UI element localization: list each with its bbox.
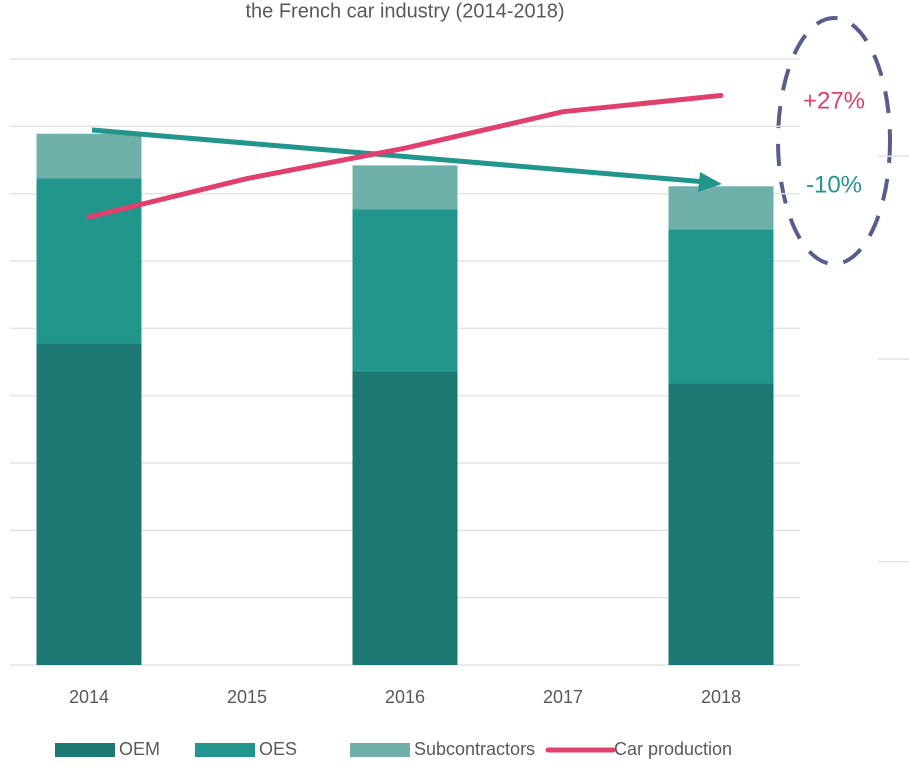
legend-swatch — [55, 743, 115, 757]
legend-label: OEM — [119, 739, 160, 759]
legend-label: Subcontractors — [414, 739, 535, 759]
x-tick-label: 2015 — [227, 687, 267, 707]
bar-segment — [36, 133, 142, 179]
bar-segment — [352, 165, 458, 210]
line-series — [86, 92, 724, 220]
bar-segment — [352, 371, 458, 665]
x-tick-label: 2017 — [543, 687, 583, 707]
annotation: +27% — [803, 87, 865, 114]
x-tick-label: 2014 — [69, 687, 109, 707]
x-tick-label: 2018 — [701, 687, 741, 707]
annotation: -10% — [806, 171, 862, 198]
x-tick-label: 2016 — [385, 687, 425, 707]
bar-segment — [668, 229, 774, 384]
legend-label: OES — [259, 739, 297, 759]
legend-swatch — [350, 743, 410, 757]
legend-label: Car production — [614, 739, 732, 759]
bar-segment — [668, 186, 774, 230]
bar-segment — [36, 343, 142, 665]
bar-segment — [668, 383, 774, 665]
bar-segment — [352, 209, 458, 372]
trend-arrow — [91, 127, 707, 185]
legend-swatch — [195, 743, 255, 757]
highlight-ellipse — [776, 16, 892, 266]
bar-segment — [36, 178, 142, 344]
chart-title: the French car industry (2014-2018) — [245, 0, 564, 22]
arrow-head — [698, 172, 722, 192]
